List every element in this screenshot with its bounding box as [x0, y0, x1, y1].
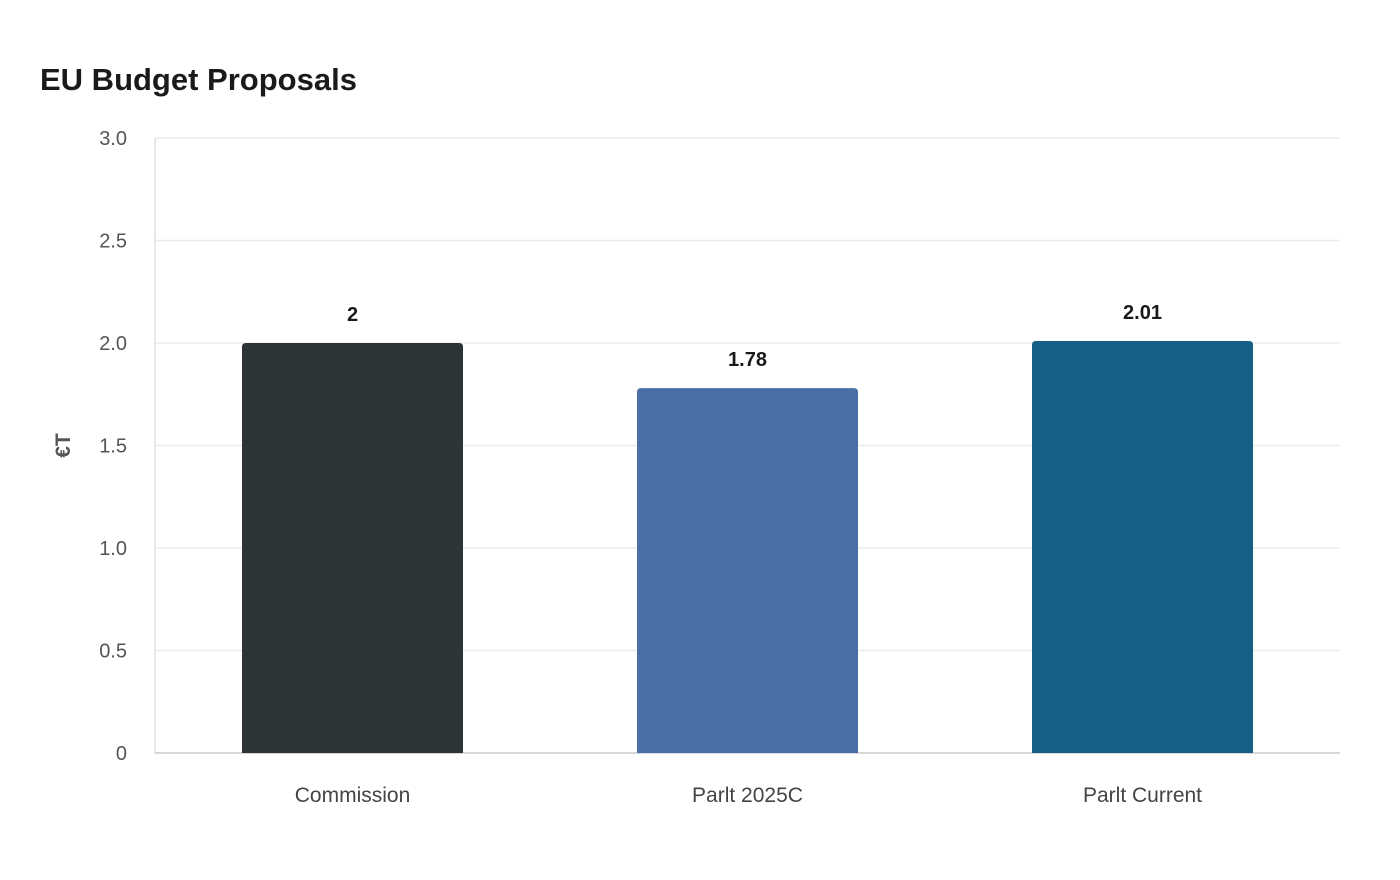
- bar: [1032, 340, 1253, 753]
- bar: [242, 343, 463, 753]
- data-label: 1.78: [728, 349, 767, 371]
- x-tick-label: Commission: [295, 784, 411, 807]
- y-axis-title: €T: [52, 433, 75, 458]
- data-label: 2.01: [1123, 302, 1162, 324]
- y-tick-label: 0.5: [99, 641, 127, 663]
- x-tick-label: Parlt Current: [1083, 784, 1202, 807]
- y-tick-label: 2.5: [99, 231, 127, 253]
- y-tick-label: 1.5: [99, 436, 127, 458]
- chart-title: EU Budget Proposals: [40, 62, 357, 97]
- data-labels: 2 1.78 2.01: [347, 302, 1162, 371]
- bar: [637, 388, 858, 753]
- y-tick-labels: 0 0.5 1.0 1.5 2.0 2.5 3.0: [99, 128, 127, 765]
- bars: [242, 340, 1253, 753]
- x-tick-labels: Commission Parlt 2025C Parlt Current: [295, 784, 1202, 807]
- data-label: 2: [347, 304, 358, 326]
- x-tick-label: Parlt 2025C: [692, 784, 803, 807]
- y-tick-label: 2.0: [99, 333, 127, 355]
- y-tick-label: 3.0: [99, 128, 127, 150]
- y-tick-label: 1.0: [99, 538, 127, 560]
- y-tick-label: 0: [116, 743, 127, 765]
